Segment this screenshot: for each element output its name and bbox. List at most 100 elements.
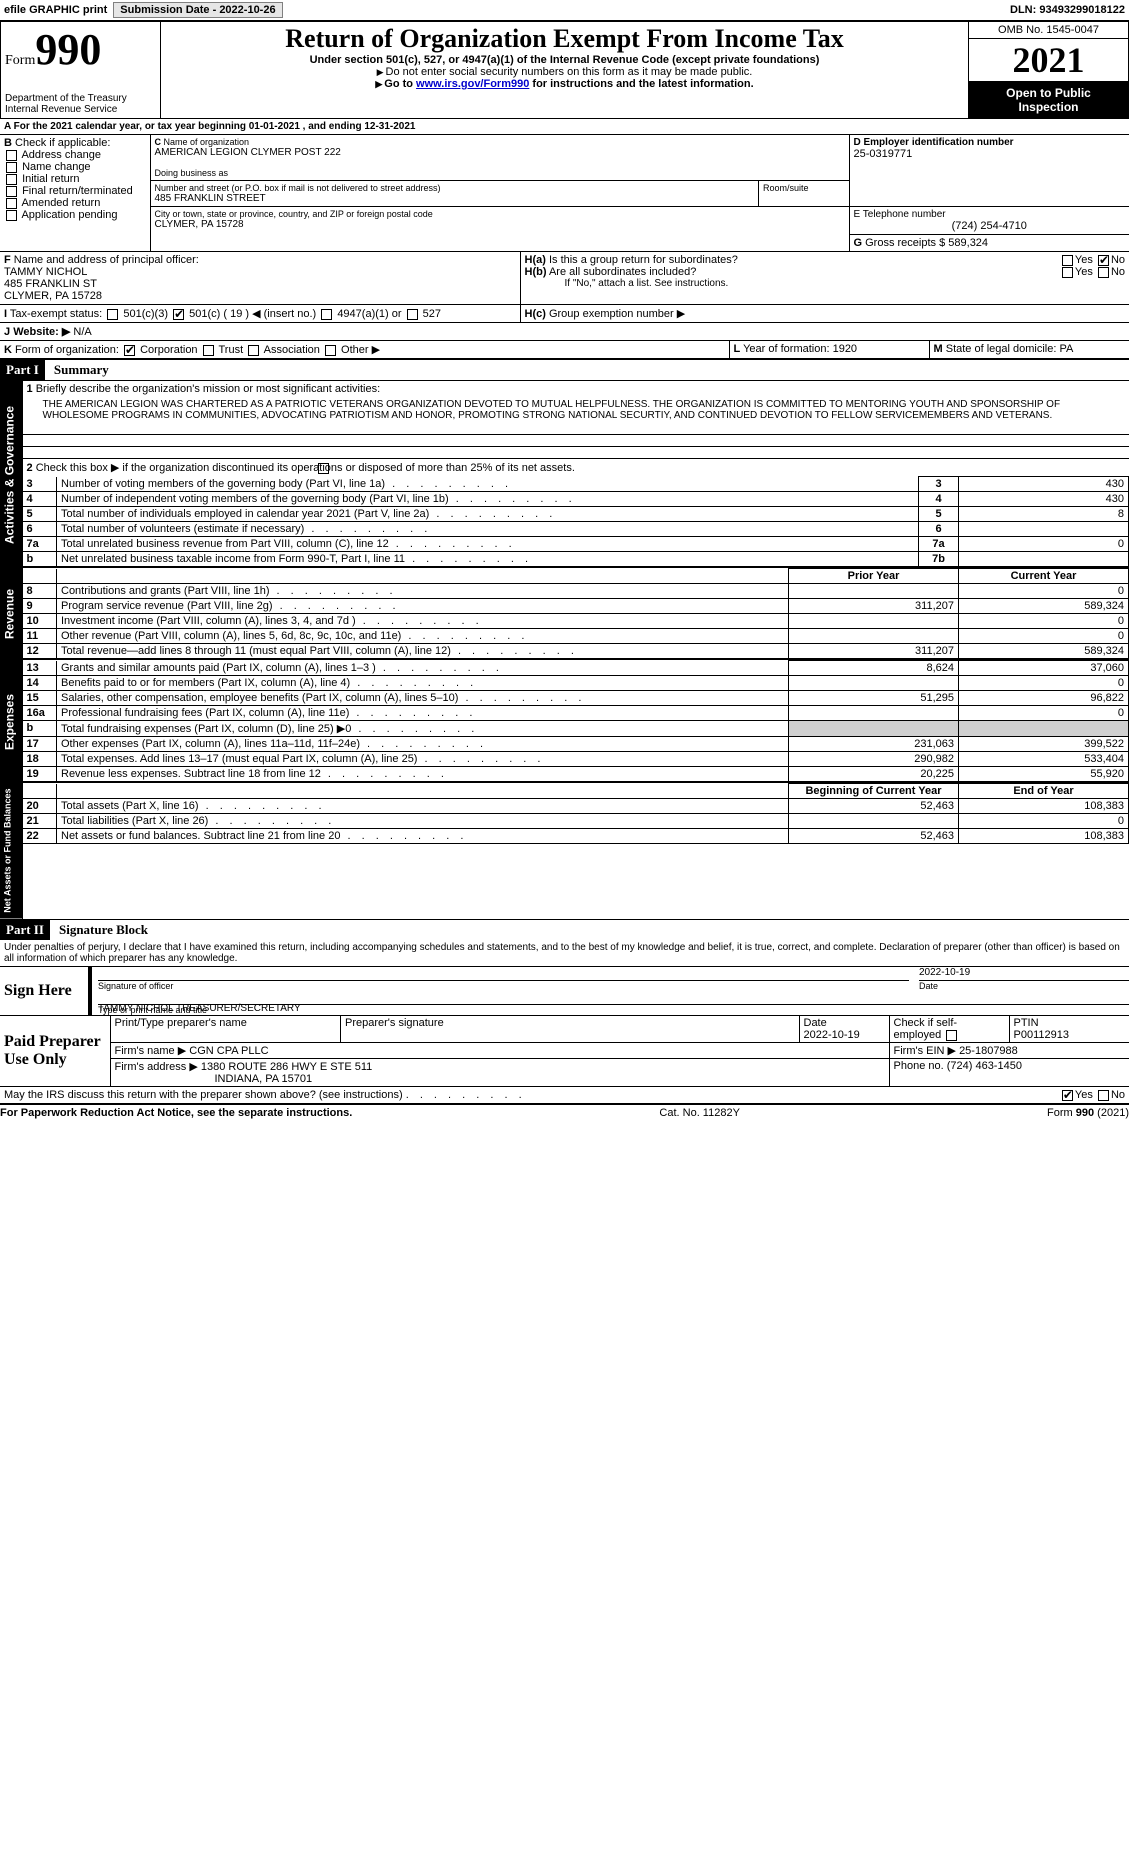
- line-value: 8: [959, 507, 1129, 522]
- line-number: 18: [23, 752, 57, 767]
- current-year-value: 0: [959, 614, 1129, 629]
- mission-description: THE AMERICAN LEGION WAS CHARTERED AS A P…: [23, 397, 1129, 423]
- prior-year-value: [789, 721, 959, 737]
- entity-info-grid: B Check if applicable: Address change Na…: [0, 135, 1129, 251]
- table-row: 3Number of voting members of the governi…: [23, 477, 1129, 492]
- chk-hb-no[interactable]: [1098, 267, 1109, 278]
- chk-ha-yes[interactable]: [1062, 255, 1073, 266]
- efile-label: efile GRAPHIC print: [4, 4, 107, 16]
- line-number: 13: [23, 661, 57, 676]
- table-row: 21Total liabilities (Part X, line 26)0: [23, 814, 1129, 829]
- box-j-website: J Website: ▶ N/A: [0, 322, 1129, 341]
- chk-ha-no[interactable]: [1098, 255, 1109, 266]
- line-number: b: [23, 721, 57, 737]
- blank-line: [23, 423, 1129, 435]
- form-subtitle: Under section 501(c), 527, or 4947(a)(1)…: [165, 54, 964, 66]
- submission-date-button[interactable]: Submission Date - 2022-10-26: [113, 2, 282, 18]
- chk-discuss-no[interactable]: [1098, 1090, 1109, 1101]
- table-row: 6Total number of volunteers (estimate if…: [23, 522, 1129, 537]
- current-year-value: 37,060: [959, 661, 1129, 676]
- line-text: Grants and similar amounts paid (Part IX…: [57, 661, 789, 676]
- chk-501c[interactable]: [173, 309, 184, 320]
- page-footer: For Paperwork Reduction Act Notice, see …: [0, 1104, 1129, 1119]
- form-note-ssn: Do not enter social security numbers on …: [165, 66, 964, 78]
- line-text: Total number of volunteers (estimate if …: [57, 522, 919, 537]
- box-d-ein: D Employer identification number 25-0319…: [849, 135, 1129, 207]
- col-current-year: Current Year: [959, 569, 1129, 584]
- prior-year-value: 20,225: [789, 767, 959, 782]
- vtab-expenses: Expenses: [0, 660, 22, 783]
- form-title: Return of Organization Exempt From Incom…: [165, 24, 964, 54]
- chk-discuss-yes[interactable]: [1062, 1090, 1073, 1101]
- line-number: 22: [23, 829, 57, 844]
- prior-year-value: 8,624: [789, 661, 959, 676]
- firm-addr-cell: Firm's address ▶ 1380 ROUTE 286 HWY E ST…: [111, 1059, 890, 1086]
- pra-notice: For Paperwork Reduction Act Notice, see …: [0, 1107, 352, 1119]
- line-number: 9: [23, 599, 57, 614]
- chk-trust[interactable]: [203, 345, 214, 356]
- state-domicile: PA: [1059, 343, 1073, 355]
- box-f-officer: F Name and address of principal officer:…: [0, 252, 520, 305]
- prior-year-value: [789, 584, 959, 599]
- prior-year-value: [789, 614, 959, 629]
- firm-phone-cell: Phone no. (724) 463-1450: [889, 1059, 1129, 1086]
- chk-hb-yes[interactable]: [1062, 267, 1073, 278]
- line-text: Total liabilities (Part X, line 26): [57, 814, 789, 829]
- line-number: 5: [23, 507, 57, 522]
- chk-discontinued[interactable]: [318, 463, 329, 474]
- blank-line: [23, 447, 1129, 459]
- line-1: 1 Briefly describe the organization's mi…: [23, 381, 1129, 397]
- net-table: Beginning of Current Year End of Year 20…: [23, 783, 1129, 844]
- irs-form990-link[interactable]: www.irs.gov/Form990: [416, 78, 529, 90]
- line-text: Net assets or fund balances. Subtract li…: [57, 829, 789, 844]
- chk-initial-return[interactable]: Initial return: [4, 173, 146, 185]
- paid-preparer-label: Paid Preparer Use Only: [0, 1016, 110, 1087]
- line-value: [959, 552, 1129, 567]
- line-text: Number of independent voting members of …: [57, 492, 919, 507]
- line-value: 430: [959, 492, 1129, 507]
- prior-year-value: 290,982: [789, 752, 959, 767]
- line-number: 7a: [23, 537, 57, 552]
- current-year-value: 399,522: [959, 737, 1129, 752]
- part1-body: Activities & Governance 1 Briefly descri…: [0, 380, 1129, 919]
- paid-preparer-block: Paid Preparer Use Only Print/Type prepar…: [0, 1015, 1129, 1087]
- line-text: Other expenses (Part IX, column (A), lin…: [57, 737, 789, 752]
- chk-4947a1[interactable]: [321, 309, 332, 320]
- line-code: 7a: [919, 537, 959, 552]
- box-m: M State of legal domicile: PA: [929, 341, 1129, 359]
- table-row: 8Contributions and grants (Part VIII, li…: [23, 584, 1129, 599]
- chk-corp[interactable]: [124, 345, 135, 356]
- chk-address-change[interactable]: Address change: [4, 149, 146, 161]
- dept-treasury: Department of the Treasury: [5, 93, 156, 104]
- officer-signature-line[interactable]: [98, 967, 909, 981]
- table-row: 11Other revenue (Part VIII, column (A), …: [23, 629, 1129, 644]
- current-year-value: 108,383: [959, 799, 1129, 814]
- chk-final-return[interactable]: Final return/terminated: [4, 185, 146, 197]
- chk-other[interactable]: [325, 345, 336, 356]
- ptin-cell: PTIN P00112913: [1009, 1016, 1129, 1043]
- phone-value: (724) 254-4710: [854, 220, 1126, 232]
- ein-value: 25-0319771: [854, 148, 1126, 160]
- chk-527[interactable]: [407, 309, 418, 320]
- tax-period-line: A For the 2021 calendar year, or tax yea…: [0, 119, 1129, 135]
- chk-application-pending[interactable]: Application pending: [4, 209, 146, 221]
- omb-number: OMB No. 1545-0047: [969, 22, 1128, 39]
- sign-here-block: Sign Here Signature of officer 2022-10-1…: [0, 966, 1129, 1015]
- table-row: 16aProfessional fundraising fees (Part I…: [23, 706, 1129, 721]
- box-h: H(a) Is this a group return for subordin…: [520, 252, 1129, 305]
- table-row: 18Total expenses. Add lines 13–17 (must …: [23, 752, 1129, 767]
- part1-header: Part I Summary: [0, 359, 1129, 380]
- chk-self-employed[interactable]: [946, 1030, 957, 1041]
- prior-year-value: 311,207: [789, 644, 959, 659]
- form-org-row: K Form of organization: Corporation Trus…: [0, 341, 1129, 359]
- line-code: 6: [919, 522, 959, 537]
- chk-assoc[interactable]: [248, 345, 259, 356]
- chk-501c3[interactable]: [107, 309, 118, 320]
- table-row: 9Program service revenue (Part VIII, lin…: [23, 599, 1129, 614]
- chk-amended-return[interactable]: Amended return: [4, 197, 146, 209]
- gross-receipts-value: 589,324: [948, 237, 988, 249]
- officer-addr1: 485 FRANKLIN ST: [4, 278, 516, 290]
- form-header: Form990 Department of the Treasury Inter…: [0, 21, 1129, 119]
- chk-name-change[interactable]: Name change: [4, 161, 146, 173]
- prep-date-cell: Date 2022-10-19: [799, 1016, 889, 1043]
